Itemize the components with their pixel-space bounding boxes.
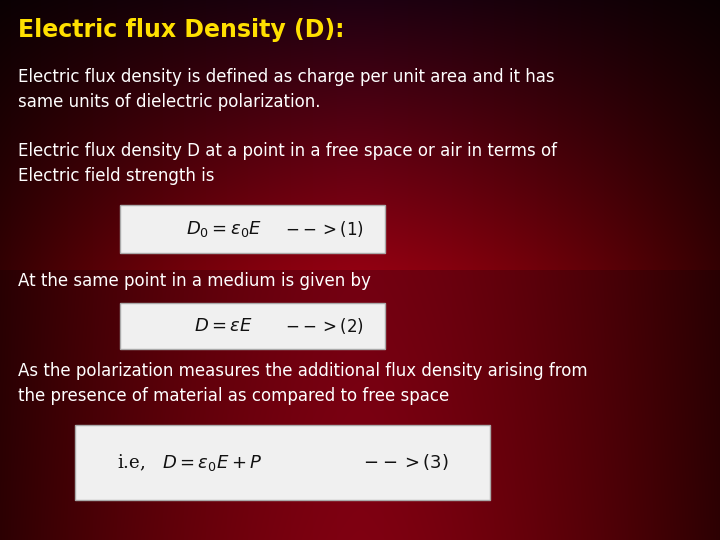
Text: At the same point in a medium is given by: At the same point in a medium is given b… — [18, 272, 371, 290]
Text: $D = \varepsilon E$: $D = \varepsilon E$ — [194, 317, 253, 335]
Text: i.e,   $D = \varepsilon_0 E + P$                  $\mathrm{-- >(3)}$: i.e, $D = \varepsilon_0 E + P$ $\mathrm{… — [117, 452, 449, 473]
Text: $\mathrm{-- >(1)}$: $\mathrm{-- >(1)}$ — [285, 219, 364, 239]
Text: As the polarization measures the additional flux density arising from
the presen: As the polarization measures the additio… — [18, 362, 588, 405]
Text: Electric flux density is defined as charge per unit area and it has
same units o: Electric flux density is defined as char… — [18, 68, 554, 111]
Text: Electric flux density D at a point in a free space or air in terms of
Electric f: Electric flux density D at a point in a … — [18, 142, 557, 185]
FancyBboxPatch shape — [75, 425, 490, 500]
Text: $D_0 = \varepsilon_0 E$: $D_0 = \varepsilon_0 E$ — [186, 219, 262, 239]
FancyBboxPatch shape — [120, 303, 385, 349]
Text: Electric flux Density (D):: Electric flux Density (D): — [18, 18, 344, 42]
FancyBboxPatch shape — [120, 205, 385, 253]
Text: $\mathrm{-- >(2)}$: $\mathrm{-- >(2)}$ — [285, 316, 364, 336]
